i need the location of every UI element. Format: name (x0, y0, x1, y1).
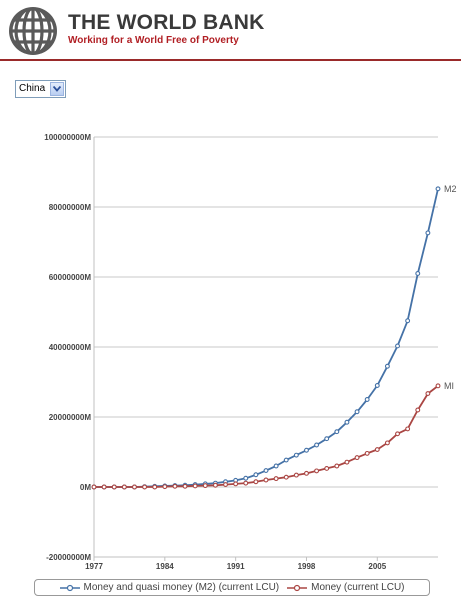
data-point (273, 463, 279, 469)
data-point (111, 484, 117, 490)
legend-label-m1: Money (current LCU) (311, 582, 405, 593)
x-tick-label: 2005 (368, 562, 386, 571)
world-bank-globe-icon (9, 7, 57, 55)
data-point (334, 429, 340, 435)
x-tick-label: 1991 (227, 562, 245, 571)
data-point (233, 481, 239, 487)
data-point (91, 484, 97, 490)
data-point (364, 397, 370, 402)
data-point (374, 383, 380, 388)
data-point (425, 391, 431, 396)
data-point (273, 476, 279, 482)
data-point (263, 468, 269, 473)
y-tick-label: 80000000M (49, 203, 92, 212)
data-point (344, 419, 350, 425)
data-point (152, 484, 158, 490)
data-point (425, 230, 431, 236)
data-point (263, 477, 269, 483)
data-point (314, 468, 320, 474)
data-point (384, 363, 390, 369)
data-point (132, 484, 137, 490)
data-point (162, 484, 168, 490)
x-tick-label: 1998 (298, 562, 316, 571)
country-select-value: China (19, 83, 46, 94)
legend-marker-m2 (59, 584, 80, 591)
data-point (405, 426, 411, 432)
data-point (142, 484, 148, 490)
data-point (384, 440, 390, 446)
data-point (314, 442, 320, 448)
data-point (304, 470, 309, 476)
data-point (101, 484, 107, 490)
data-point (283, 457, 289, 463)
data-point (293, 452, 299, 458)
brand-title: THE WORLD BANK (68, 11, 265, 34)
legend-item-m1[interactable]: Money (current LCU) (287, 582, 405, 593)
data-point (283, 474, 289, 480)
data-point (253, 479, 259, 485)
data-point (172, 483, 178, 489)
data-point (415, 271, 421, 276)
data-point (253, 472, 259, 478)
chevron-down-icon[interactable] (50, 82, 65, 96)
data-point (212, 482, 218, 488)
data-point (334, 463, 340, 469)
data-point (415, 407, 421, 413)
data-point (354, 409, 360, 415)
y-tick-label: 20000000M (49, 413, 92, 422)
legend-label-m2: Money and quasi money (M2) (current LCU) (83, 582, 280, 593)
legend-item-m2[interactable]: Money and quasi money (M2) (current LCU) (59, 582, 280, 593)
data-point (121, 484, 127, 490)
y-tick-label: 40000000M (49, 343, 92, 352)
data-point (395, 431, 400, 437)
y-tick-label: -20000000M (46, 553, 91, 562)
data-point (395, 343, 400, 349)
data-point (304, 447, 309, 453)
data-point (243, 475, 249, 481)
series-end-label: MI (444, 381, 454, 391)
data-point (293, 472, 299, 478)
line-chart: -20000000M 0M 20000000M 40000000M 60000000M 8… (44, 133, 457, 571)
country-select[interactable]: China (15, 80, 67, 98)
data-point (435, 186, 441, 192)
data-point (364, 450, 370, 456)
data-point (182, 483, 188, 489)
y-tick-label: 60000000M (49, 273, 92, 282)
data-point (192, 483, 198, 489)
y-tick-label: 0M (80, 483, 91, 492)
data-point (435, 383, 441, 389)
page-header: THE WORLD BANK Working for a World Free … (0, 0, 461, 61)
chart-legend: Money and quasi money (M2) (current LCU)… (34, 579, 430, 596)
data-point (374, 447, 380, 452)
legend-marker-m1 (287, 584, 308, 591)
x-tick-label: 1984 (156, 562, 174, 571)
data-point (243, 480, 249, 486)
data-point (354, 455, 360, 461)
y-tick-label: 100000000M (44, 133, 91, 142)
header-divider (0, 59, 461, 61)
x-tick-label: 1977 (85, 562, 103, 571)
data-point (344, 459, 350, 465)
series-end-label: M2 (444, 184, 457, 194)
data-point (405, 318, 411, 324)
data-point (324, 436, 330, 442)
brand-tagline: Working for a World Free of Poverty (68, 35, 239, 46)
data-point (202, 483, 208, 489)
data-point (223, 482, 228, 487)
data-point (324, 466, 330, 471)
